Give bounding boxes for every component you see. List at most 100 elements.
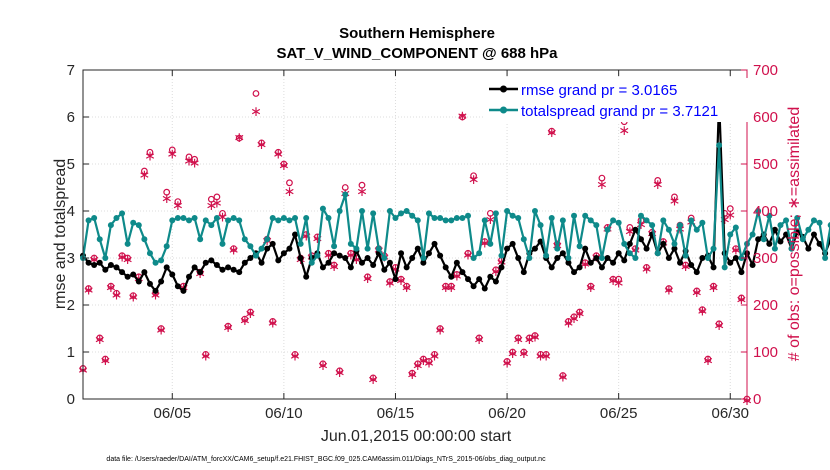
- obs-assimilated-marker: ∗: [529, 330, 541, 346]
- obs-assimilated-marker: ∗: [88, 252, 100, 268]
- totalspread-point: [682, 252, 689, 259]
- totalspread-point: [654, 250, 661, 257]
- chart-title-line2: SAT_V_WIND_COMPONENT @ 688 hPa: [276, 45, 558, 62]
- rmse-point: [504, 245, 511, 252]
- obs-assimilated-marker: ∗: [501, 355, 513, 371]
- totalspread-point: [358, 208, 365, 214]
- obs-assimilated-marker: ∗: [434, 323, 446, 339]
- rmse-point: [420, 259, 427, 266]
- rmse-point: [749, 262, 756, 269]
- totalspread-point: [788, 245, 795, 252]
- obs-possible-marker: [191, 155, 198, 163]
- obs-assimilated-marker: ∗: [183, 153, 195, 169]
- obs-assimilated-marker: ∗: [161, 191, 173, 207]
- totalspread-point: [264, 236, 271, 243]
- rmse-point: [414, 245, 421, 252]
- obs-possible-marker: [671, 193, 678, 201]
- y-left-tick-label: 6: [67, 109, 75, 126]
- rmse-point: [677, 259, 684, 266]
- obs-possible-marker: [364, 273, 371, 281]
- legend-box: [484, 78, 749, 122]
- obs-possible-marker: [157, 325, 165, 332]
- obs-assimilated-marker: ∗: [384, 276, 396, 292]
- obs-possible-marker: [419, 355, 427, 363]
- obs-assimilated-marker: ∗: [116, 250, 128, 266]
- obs-possible-marker: [626, 224, 634, 231]
- totalspread-point: [498, 252, 505, 259]
- obs-assimilated-marker: ∗: [418, 353, 430, 369]
- rmse-point: [431, 240, 438, 247]
- totalspread-point: [364, 245, 371, 252]
- totalspread-point: [180, 215, 187, 222]
- obs-possible-marker: [615, 275, 623, 283]
- obs-assimilated-marker: ∗: [250, 104, 262, 120]
- rmse-point: [693, 269, 700, 276]
- rmse-point: [548, 264, 555, 271]
- totalspread-point: [409, 212, 416, 219]
- obs-possible-marker: [414, 360, 422, 368]
- totalspread-point: [152, 259, 159, 266]
- obs-assimilated-marker: ∗: [200, 348, 212, 364]
- legend-totalspread-label: totalspread grand pr = 3.7121: [521, 103, 718, 120]
- obs-assimilated-marker: ∗: [713, 318, 725, 334]
- y-right-tick-label: 400: [753, 203, 778, 220]
- y-right-tick-label: 300: [753, 250, 778, 267]
- obs-possible-marker: [565, 318, 572, 325]
- obs-assimilated-marker: ∗: [412, 358, 424, 374]
- totalspread-point: [794, 215, 801, 222]
- obs-possible-marker: [386, 278, 394, 285]
- rmse-point: [470, 283, 477, 290]
- obs-possible-marker: [341, 184, 349, 191]
- rmse-point: [476, 276, 483, 283]
- rmse-point: [169, 271, 176, 278]
- series-layer: [80, 97, 830, 294]
- obs-assimilated-marker: ∗: [122, 252, 134, 268]
- totalspread-point: [504, 208, 511, 214]
- obs-possible-marker: [358, 181, 366, 189]
- obs-assimilated-marker: ∗: [451, 268, 463, 284]
- totalspread-point: [258, 245, 265, 252]
- obs-assimilated-marker: ∗: [585, 280, 597, 296]
- obs-possible-marker: [168, 146, 176, 154]
- obs-possible-marker: [118, 252, 126, 260]
- rmse-point: [598, 264, 605, 271]
- obs-assimilated-marker: ∗: [724, 207, 736, 223]
- rmse-point: [258, 259, 265, 266]
- data-file-footnote: data file: /Users/raeder/DAI/ATM_forcXX/…: [106, 456, 546, 463]
- rmse-point: [163, 264, 170, 271]
- totalspread-point: [665, 226, 672, 233]
- rmse-point: [336, 252, 343, 259]
- rmse-point: [481, 285, 488, 292]
- rmse-point: [197, 269, 204, 276]
- obs-possible-marker: [447, 282, 455, 290]
- obs-possible-marker: [710, 282, 717, 290]
- obs-possible-marker: [693, 287, 701, 295]
- rmse-point: [213, 262, 220, 269]
- totalspread-point: [414, 217, 421, 224]
- totalspread-point: [347, 240, 354, 247]
- obs-assimilated-marker: ∗: [351, 252, 363, 268]
- obs-possible-marker: [738, 294, 745, 302]
- rmse-point: [325, 259, 332, 266]
- obs-possible-marker: [570, 313, 578, 321]
- obs-assimilated-marker: ∗: [362, 271, 374, 287]
- obs-possible-marker: [113, 289, 120, 297]
- obs-assimilated-marker: ∗: [311, 231, 323, 247]
- totalspread-point: [526, 255, 533, 261]
- totalspread-point: [202, 217, 209, 224]
- totalspread-point: [174, 215, 181, 222]
- obs-possible-marker: [425, 358, 433, 365]
- obs-assimilated-marker: ∗: [473, 332, 485, 348]
- totalspread-point: [643, 217, 650, 224]
- obs-assimilated-marker: ∗: [139, 167, 151, 183]
- obs-assimilated-marker: ∗: [730, 243, 742, 259]
- obs-possible-marker: [96, 334, 104, 342]
- obs-possible-marker: [85, 285, 92, 292]
- totalspread-point: [135, 222, 142, 229]
- obs-assimilated-marker: ∗: [323, 247, 335, 263]
- rmse-point: [699, 255, 706, 261]
- rmse-point: [247, 255, 254, 261]
- axes-layer: 0 1 2 3 4 5 6 7 0 100 200 300 400 500 600 700 06/05 06/10…: [67, 62, 778, 422]
- totalspread-point: [219, 240, 226, 247]
